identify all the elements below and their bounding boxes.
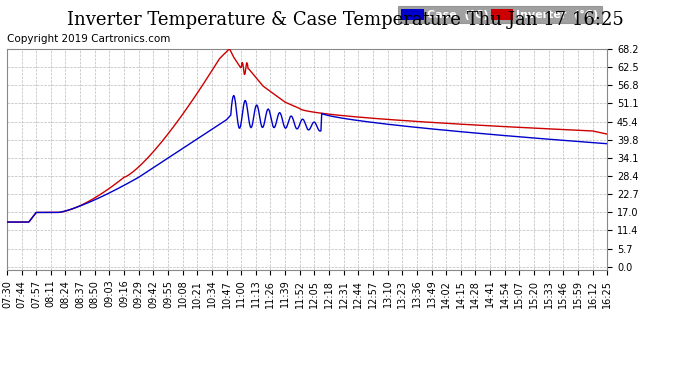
Text: Inverter Temperature & Case Temperature Thu Jan 17 16:25: Inverter Temperature & Case Temperature … bbox=[67, 11, 623, 29]
Text: Copyright 2019 Cartronics.com: Copyright 2019 Cartronics.com bbox=[7, 34, 170, 44]
Legend: Case  (°C), Inverter  (°C): Case (°C), Inverter (°C) bbox=[398, 6, 602, 23]
